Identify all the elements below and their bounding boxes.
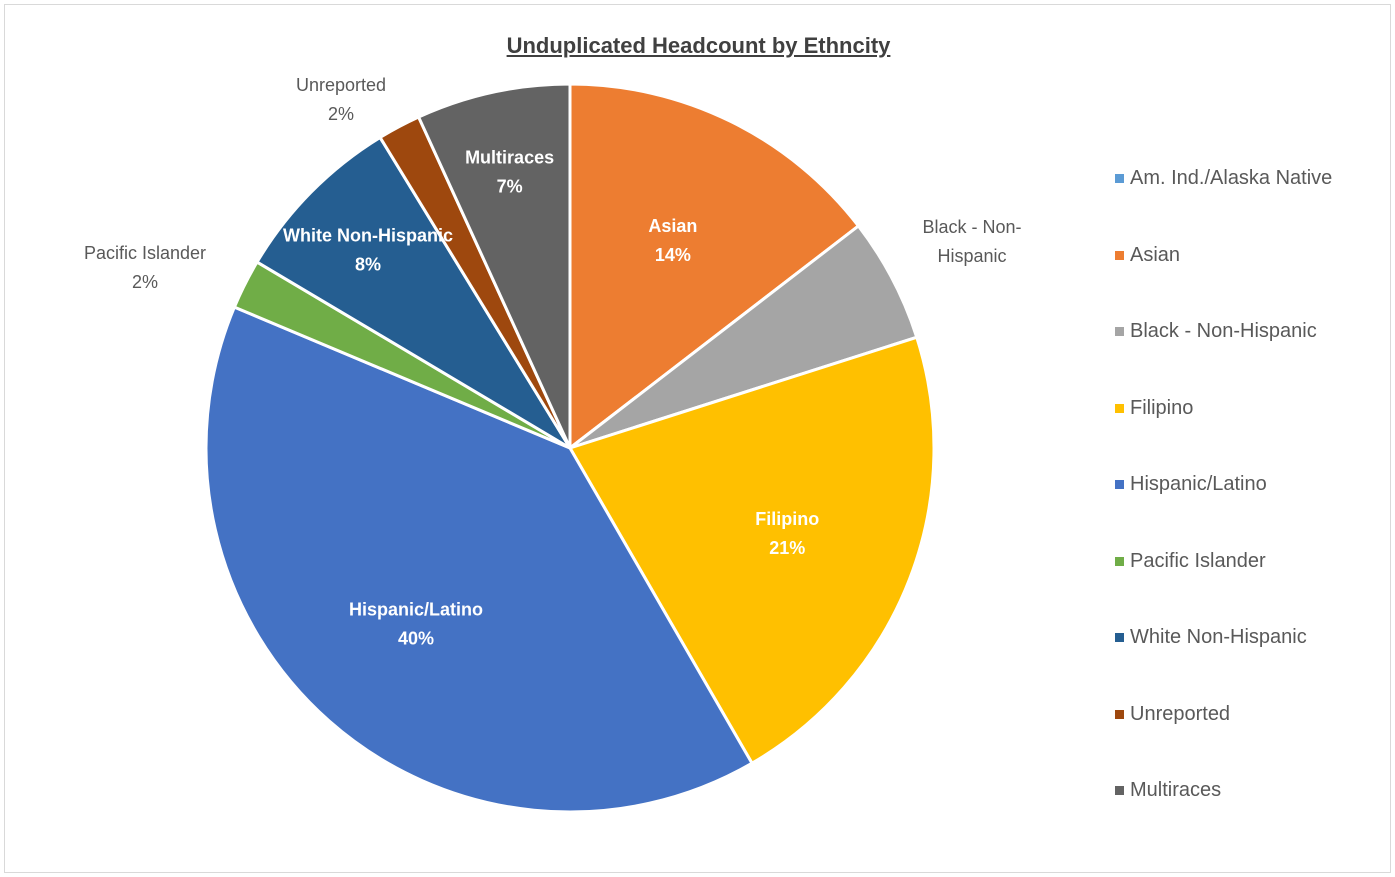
legend-swatch-hispanic-latino <box>1115 480 1124 489</box>
legend-swatch-white-non-hispanic <box>1115 633 1124 642</box>
legend-label-filipino: Filipino <box>1130 396 1194 419</box>
data-label-asian-percent: 14% <box>655 245 691 265</box>
legend-swatch-black-non-hispanic <box>1115 327 1124 336</box>
data-label-unreported-percent: 2% <box>328 104 354 124</box>
data-label-hispanic-latino-name: Hispanic/Latino <box>349 600 483 620</box>
legend-label-white-non-hispanic: White Non-Hispanic <box>1130 626 1307 648</box>
data-label-filipino-percent: 21% <box>769 538 805 558</box>
pie-slice-hispanic-latino <box>204 305 755 814</box>
legend-label-hispanic-latino: Hispanic/Latino <box>1130 473 1267 495</box>
legend-swatch-multiraces <box>1115 786 1124 795</box>
legend-label-multiraces: Multiraces <box>1130 779 1222 801</box>
pie-slice-white-non-hispanic <box>255 135 572 450</box>
legend-label-pacific-islander: Pacific Islander <box>1130 549 1266 572</box>
data-label-white-non-hispanic-name: White Non-Hispanic <box>283 225 453 245</box>
data-label-black-non-hispanic-name: Hispanic <box>937 246 1006 266</box>
legend-swatch-filipino <box>1115 403 1124 413</box>
data-label-multiraces-name: Multiraces <box>465 147 554 167</box>
data-label-multiraces-percent: 7% <box>497 176 523 196</box>
data-label-unreported-name: Unreported <box>296 75 386 95</box>
pie-slice-asian <box>568 82 861 452</box>
pie-slice-filipino <box>567 335 936 766</box>
legend-swatch-asian <box>1115 250 1124 260</box>
legend-label-black-non-hispanic: Black - Non-Hispanic <box>1130 320 1317 342</box>
data-label-pacific-islander-percent: 2% <box>132 272 158 292</box>
data-label-asian-name: Asian <box>648 216 697 236</box>
data-label-white-non-hispanic-percent: 8% <box>355 254 381 274</box>
legend-swatch-unreported <box>1115 709 1124 719</box>
data-label-filipino-name: Filipino <box>755 509 819 529</box>
legend-label-asian: Asian <box>1130 243 1181 266</box>
chart-title: Unduplicated Headcount by Ethncity <box>506 33 891 58</box>
legend-swatch-am-ind-alaska-native <box>1115 174 1124 183</box>
data-label-pacific-islander-name: Pacific Islander <box>84 243 206 263</box>
data-label-hispanic-latino-percent: 40% <box>398 629 434 649</box>
legend-label-unreported: Unreported <box>1130 702 1231 725</box>
pie-slice-multiraces <box>416 82 572 449</box>
legend-label-am-ind-alaska-native: Am. Ind./Alaska Native <box>1130 167 1333 189</box>
legend-swatch-pacific-islander <box>1115 556 1124 566</box>
data-label-black-non-hispanic-name: Black - Non- <box>922 217 1021 237</box>
